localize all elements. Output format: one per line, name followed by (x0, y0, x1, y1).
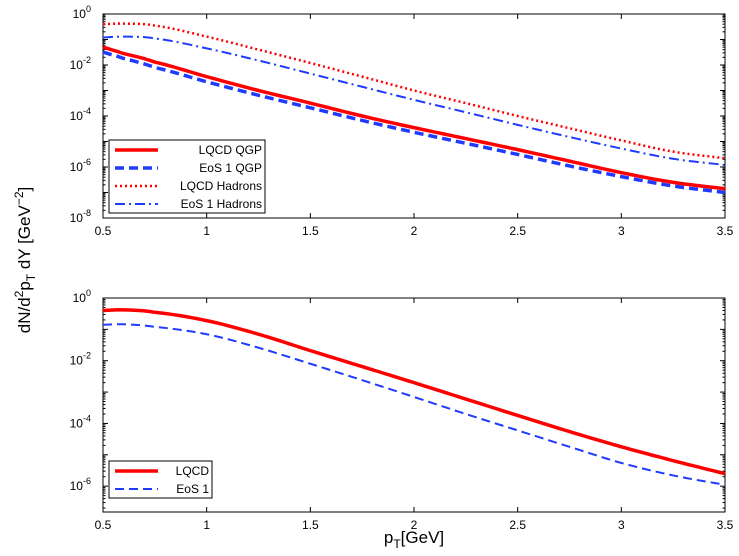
top-ytick-label: 100 (73, 4, 91, 21)
top-y-ticks: 100 10-2 10-4 10-6 10-8 (70, 4, 725, 225)
bottom-panel: 0.5 1 1.5 2 2.5 3 3.5 100 10-2 10-4 10-6 LQCD EoS … (70, 288, 734, 532)
top-ytick-label: 10-2 (70, 55, 91, 72)
top-legend-label: EoS 1 QGP (199, 161, 262, 175)
top-xtick-label: 1.5 (302, 224, 319, 238)
x-axis-label: pT[GeV] (384, 528, 444, 551)
top-series-eos-1-hadrons (102, 35, 726, 166)
top-xtick-label: 1 (203, 224, 210, 238)
top-legend-label: EoS 1 Hadrons (181, 197, 262, 211)
bottom-series-eos-1 (102, 323, 726, 486)
bottom-x-ticks: 0.5 1 1.5 2 2.5 3 3.5 (95, 298, 734, 532)
bottom-xtick-label: 2 (411, 518, 418, 532)
bottom-ytick-label: 10-2 (70, 351, 91, 368)
bottom-legend: LQCD EoS 1 (108, 460, 213, 499)
bottom-ytick-label: 100 (73, 288, 91, 305)
bottom-y-ticks: 100 10-2 10-4 10-6 (70, 288, 725, 509)
top-series-lqcd-qgp (102, 45, 726, 191)
bottom-ytick-label: 10-6 (70, 476, 91, 493)
top-xtick-label: 0.5 (95, 224, 112, 238)
top-series (102, 22, 726, 195)
bottom-xtick-label: 1 (203, 518, 210, 532)
top-legend: LQCD QGP EoS 1 QGP LQCD Hadrons EoS 1 Hadro… (108, 139, 266, 214)
top-legend-box (108, 139, 266, 214)
top-xtick-label: 2.5 (509, 224, 526, 238)
top-legend-label: LQCD Hadrons (180, 179, 262, 193)
top-ytick-label: 10-8 (70, 208, 91, 225)
top-series-eos-1-qgp (102, 50, 726, 195)
bottom-series (102, 308, 726, 486)
top-panel: 0.5 1 1.5 2 2.5 3 3.5 100 10-2 10-4 10-6 10-8 LQCD… (70, 4, 734, 238)
bottom-ytick-label: 10-4 (70, 413, 91, 430)
y-axis-label: dN/d2pT dY [GeV−2] (12, 187, 38, 334)
top-ytick-label: 10-6 (70, 157, 91, 174)
bottom-xtick-label: 2.5 (509, 518, 526, 532)
top-ytick-label: 10-4 (70, 106, 91, 123)
top-xtick-label: 2 (411, 224, 418, 238)
bottom-legend-label: EoS 1 (176, 482, 209, 496)
bottom-series-lqcd (102, 308, 726, 476)
bottom-xtick-label: 3 (618, 518, 625, 532)
bottom-xtick-label: 0.5 (95, 518, 112, 532)
top-x-ticks: 0.5 1 1.5 2 2.5 3 3.5 (95, 14, 734, 238)
bottom-xtick-label: 3.5 (717, 518, 734, 532)
top-xtick-label: 3.5 (717, 224, 734, 238)
bottom-legend-box (108, 460, 213, 499)
top-legend-label: LQCD QGP (199, 143, 262, 157)
top-xtick-label: 3 (618, 224, 625, 238)
bottom-xtick-label: 1.5 (302, 518, 319, 532)
bottom-legend-label: LQCD (176, 464, 210, 478)
